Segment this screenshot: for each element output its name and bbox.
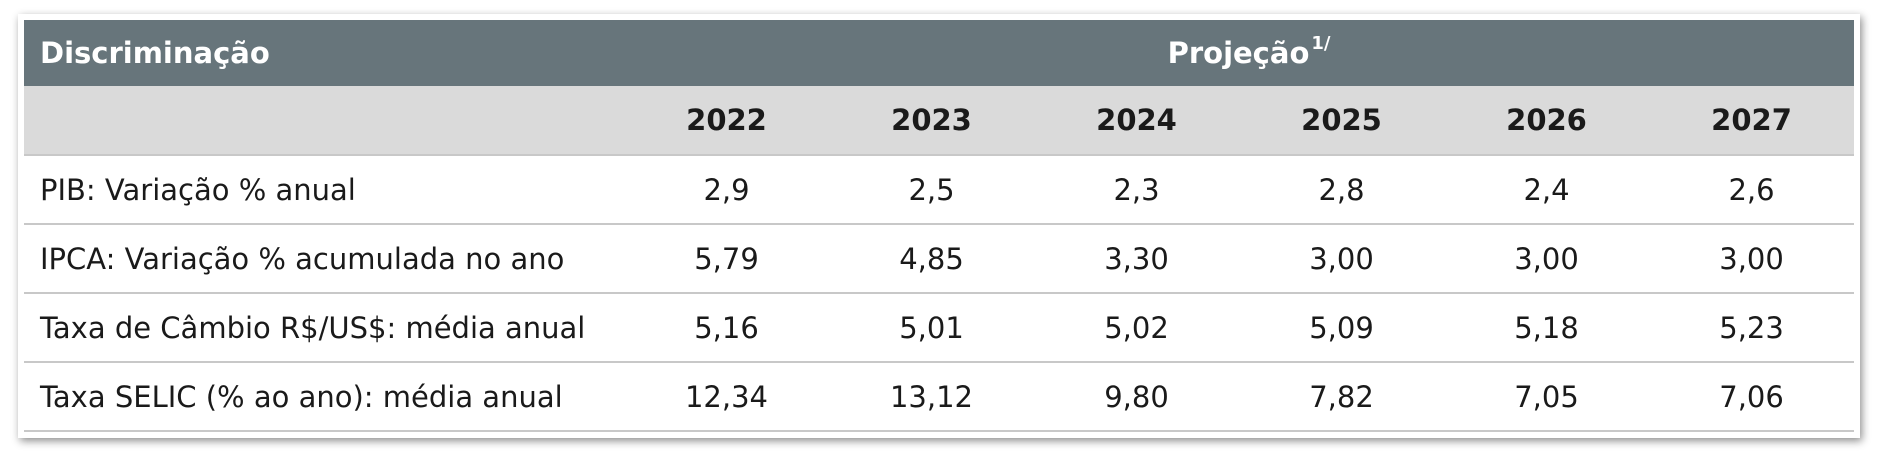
table-cell: 3,30 — [1034, 224, 1239, 294]
table-cell: 2,4 — [1444, 154, 1649, 225]
table-cell: 2,3 — [1034, 154, 1239, 225]
table-cell: 2,8 — [1239, 154, 1444, 225]
table-row-ipca: IPCA: Variação % acumulada no ano 5,79 4… — [24, 224, 1855, 294]
projecao-footnote-marker: 1/ — [1311, 33, 1331, 55]
table-cell: 9,80 — [1034, 362, 1239, 432]
row-label: Taxa de Câmbio R$/US$: média anual — [24, 293, 624, 363]
table-cell: 5,18 — [1444, 293, 1649, 363]
table-cell: 7,05 — [1444, 362, 1649, 432]
table-row-pib: PIB: Variação % anual 2,9 2,5 2,3 2,8 2,… — [24, 154, 1855, 225]
table-cell: 13,12 — [829, 362, 1034, 432]
projection-table: Discriminação Projeção 1/ 2022 2023 2024 … — [24, 20, 1855, 432]
row-label: IPCA: Variação % acumulada no ano — [24, 224, 624, 294]
table-cell: 5,16 — [624, 293, 829, 363]
projecao-header: Projeção 1/ — [624, 20, 1854, 86]
table-row-cambio: Taxa de Câmbio R$/US$: média anual 5,16 … — [24, 293, 1855, 363]
table-cell: 2,6 — [1649, 154, 1855, 225]
years-row: 2022 2023 2024 2025 2026 2027 — [24, 86, 1855, 155]
table-cell: 2,5 — [829, 154, 1034, 225]
table-cell: 7,82 — [1239, 362, 1444, 432]
table-cell: 3,00 — [1649, 224, 1855, 294]
discriminacao-header: Discriminação — [40, 36, 270, 70]
years-row-empty-cell — [24, 86, 624, 155]
table-cell: 2,9 — [624, 154, 829, 225]
row-label: PIB: Variação % anual — [24, 154, 624, 225]
table-cell: 3,00 — [1239, 224, 1444, 294]
table-cell: 5,01 — [829, 293, 1034, 363]
year-header-2026: 2026 — [1506, 103, 1587, 137]
year-header-2027: 2027 — [1711, 103, 1792, 137]
table-cell: 7,06 — [1649, 362, 1855, 432]
table-cell: 3,00 — [1444, 224, 1649, 294]
table-cell: 5,79 — [624, 224, 829, 294]
year-header-2023: 2023 — [891, 103, 972, 137]
year-header-2024: 2024 — [1096, 103, 1177, 137]
table-cell: 5,02 — [1034, 293, 1239, 363]
table-row-selic: Taxa SELIC (% ao ano): média anual 12,34… — [24, 362, 1855, 432]
row-label: Taxa SELIC (% ao ano): média anual — [24, 362, 624, 432]
year-header-2025: 2025 — [1301, 103, 1382, 137]
projecao-label: Projeção — [1167, 36, 1310, 70]
table-cell: 5,23 — [1649, 293, 1855, 363]
year-header-2022: 2022 — [686, 103, 767, 137]
table-cell: 5,09 — [1239, 293, 1444, 363]
table-cell: 4,85 — [829, 224, 1034, 294]
header-row: Discriminação Projeção 1/ — [24, 20, 1855, 86]
table-cell: 12,34 — [624, 362, 829, 432]
projection-table-card: Discriminação Projeção 1/ 2022 2023 2024 … — [18, 14, 1860, 438]
